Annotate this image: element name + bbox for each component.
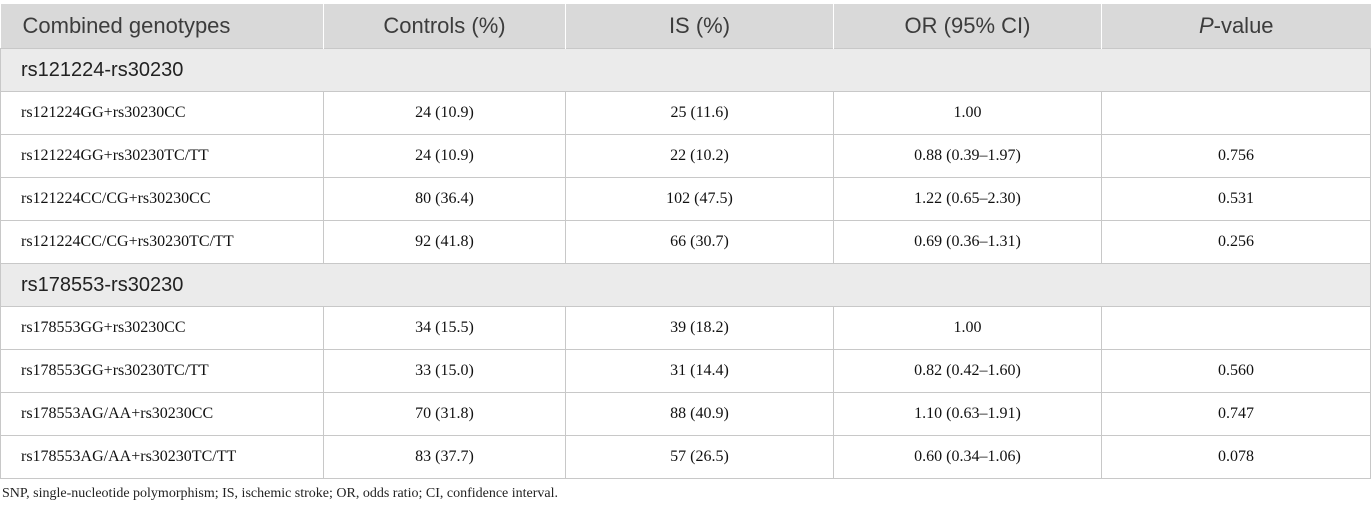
- table-row: rs121224CC/CG+rs30230TC/TT 92 (41.8) 66 (3…: [0, 220, 1371, 264]
- controls-cell: 83 (37.7): [323, 435, 566, 479]
- combined-genotypes-table: Combined genotypes Controls (%) IS (%) O…: [0, 4, 1371, 479]
- genotype-cell: rs178553GG+rs30230CC: [0, 306, 324, 350]
- header-p-rest: -value: [1213, 13, 1274, 38]
- table-row: rs121224CC/CG+rs30230CC 80 (36.4) 102 (47.…: [0, 177, 1371, 221]
- is-cell: 57 (26.5): [565, 435, 834, 479]
- genotype-cell: rs121224GG+rs30230CC: [0, 91, 324, 135]
- controls-cell: 33 (15.0): [323, 349, 566, 393]
- header-or-ci: OR (95% CI): [833, 4, 1102, 49]
- is-cell: 66 (30.7): [565, 220, 834, 264]
- is-cell: 39 (18.2): [565, 306, 834, 350]
- table-header-row: Combined genotypes Controls (%) IS (%) O…: [0, 4, 1371, 49]
- or-ci-cell: 0.88 (0.39–1.97): [833, 134, 1102, 178]
- table-row: rs178553GG+rs30230TC/TT 33 (15.0) 31 (14.4…: [0, 349, 1371, 393]
- p-value-cell: 0.560: [1101, 349, 1371, 393]
- controls-cell: 24 (10.9): [323, 91, 566, 135]
- table-footnote: SNP, single-nucleotide polymorphism; IS,…: [2, 486, 559, 501]
- controls-cell: 70 (31.8): [323, 392, 566, 436]
- p-value-cell: 0.747: [1101, 392, 1371, 436]
- is-cell: 88 (40.9): [565, 392, 834, 436]
- genotype-cell: rs121224CC/CG+rs30230CC: [0, 177, 324, 221]
- or-ci-cell: 1.22 (0.65–2.30): [833, 177, 1102, 221]
- table-row: rs121224GG+rs30230TC/TT 24 (10.9) 22 (10.2…: [0, 134, 1371, 178]
- or-ci-cell: 1.10 (0.63–1.91): [833, 392, 1102, 436]
- table-row: rs121224GG+rs30230CC 24 (10.9) 25 (11.6) 1.…: [0, 91, 1371, 135]
- table-row: rs178553AG/AA+rs30230TC/TT 83 (37.7) 57 (2…: [0, 435, 1371, 479]
- group-title: rs121224-rs30230: [0, 48, 1371, 92]
- group-title: rs178553-rs30230: [0, 263, 1371, 307]
- is-cell: 102 (47.5): [565, 177, 834, 221]
- or-ci-cell: 1.00: [833, 306, 1102, 350]
- controls-cell: 92 (41.8): [323, 220, 566, 264]
- header-controls: Controls (%): [323, 4, 566, 49]
- p-value-cell: 0.078: [1101, 435, 1371, 479]
- controls-cell: 24 (10.9): [323, 134, 566, 178]
- p-value-cell: [1101, 306, 1371, 350]
- group-header-row: rs121224-rs30230: [0, 48, 1371, 92]
- table-row: rs178553AG/AA+rs30230CC 70 (31.8) 88 (40.9…: [0, 392, 1371, 436]
- genotype-cell: rs178553AG/AA+rs30230TC/TT: [0, 435, 324, 479]
- controls-cell: 34 (15.5): [323, 306, 566, 350]
- table-row: rs178553GG+rs30230CC 34 (15.5) 39 (18.2) 1.…: [0, 306, 1371, 350]
- genotype-cell: rs178553GG+rs30230TC/TT: [0, 349, 324, 393]
- header-is: IS (%): [565, 4, 834, 49]
- header-p-value: P-value: [1101, 4, 1371, 49]
- genotype-cell: rs178553AG/AA+rs30230CC: [0, 392, 324, 436]
- or-ci-cell: 0.82 (0.42–1.60): [833, 349, 1102, 393]
- header-combined-genotypes: Combined genotypes: [0, 4, 324, 49]
- or-ci-cell: 0.60 (0.34–1.06): [833, 435, 1102, 479]
- or-ci-cell: 1.00: [833, 91, 1102, 135]
- header-p-italic: P: [1198, 13, 1214, 38]
- p-value-cell: 0.531: [1101, 177, 1371, 221]
- is-cell: 25 (11.6): [565, 91, 834, 135]
- genotype-table-container: Combined genotypes Controls (%) IS (%) O…: [0, 4, 1371, 479]
- genotype-cell: rs121224CC/CG+rs30230TC/TT: [0, 220, 324, 264]
- or-ci-cell: 0.69 (0.36–1.31): [833, 220, 1102, 264]
- controls-cell: 80 (36.4): [323, 177, 566, 221]
- p-value-cell: 0.756: [1101, 134, 1371, 178]
- genotype-cell: rs121224GG+rs30230TC/TT: [0, 134, 324, 178]
- group-header-row: rs178553-rs30230: [0, 263, 1371, 307]
- is-cell: 22 (10.2): [565, 134, 834, 178]
- is-cell: 31 (14.4): [565, 349, 834, 393]
- p-value-cell: 0.256: [1101, 220, 1371, 264]
- p-value-cell: [1101, 91, 1371, 135]
